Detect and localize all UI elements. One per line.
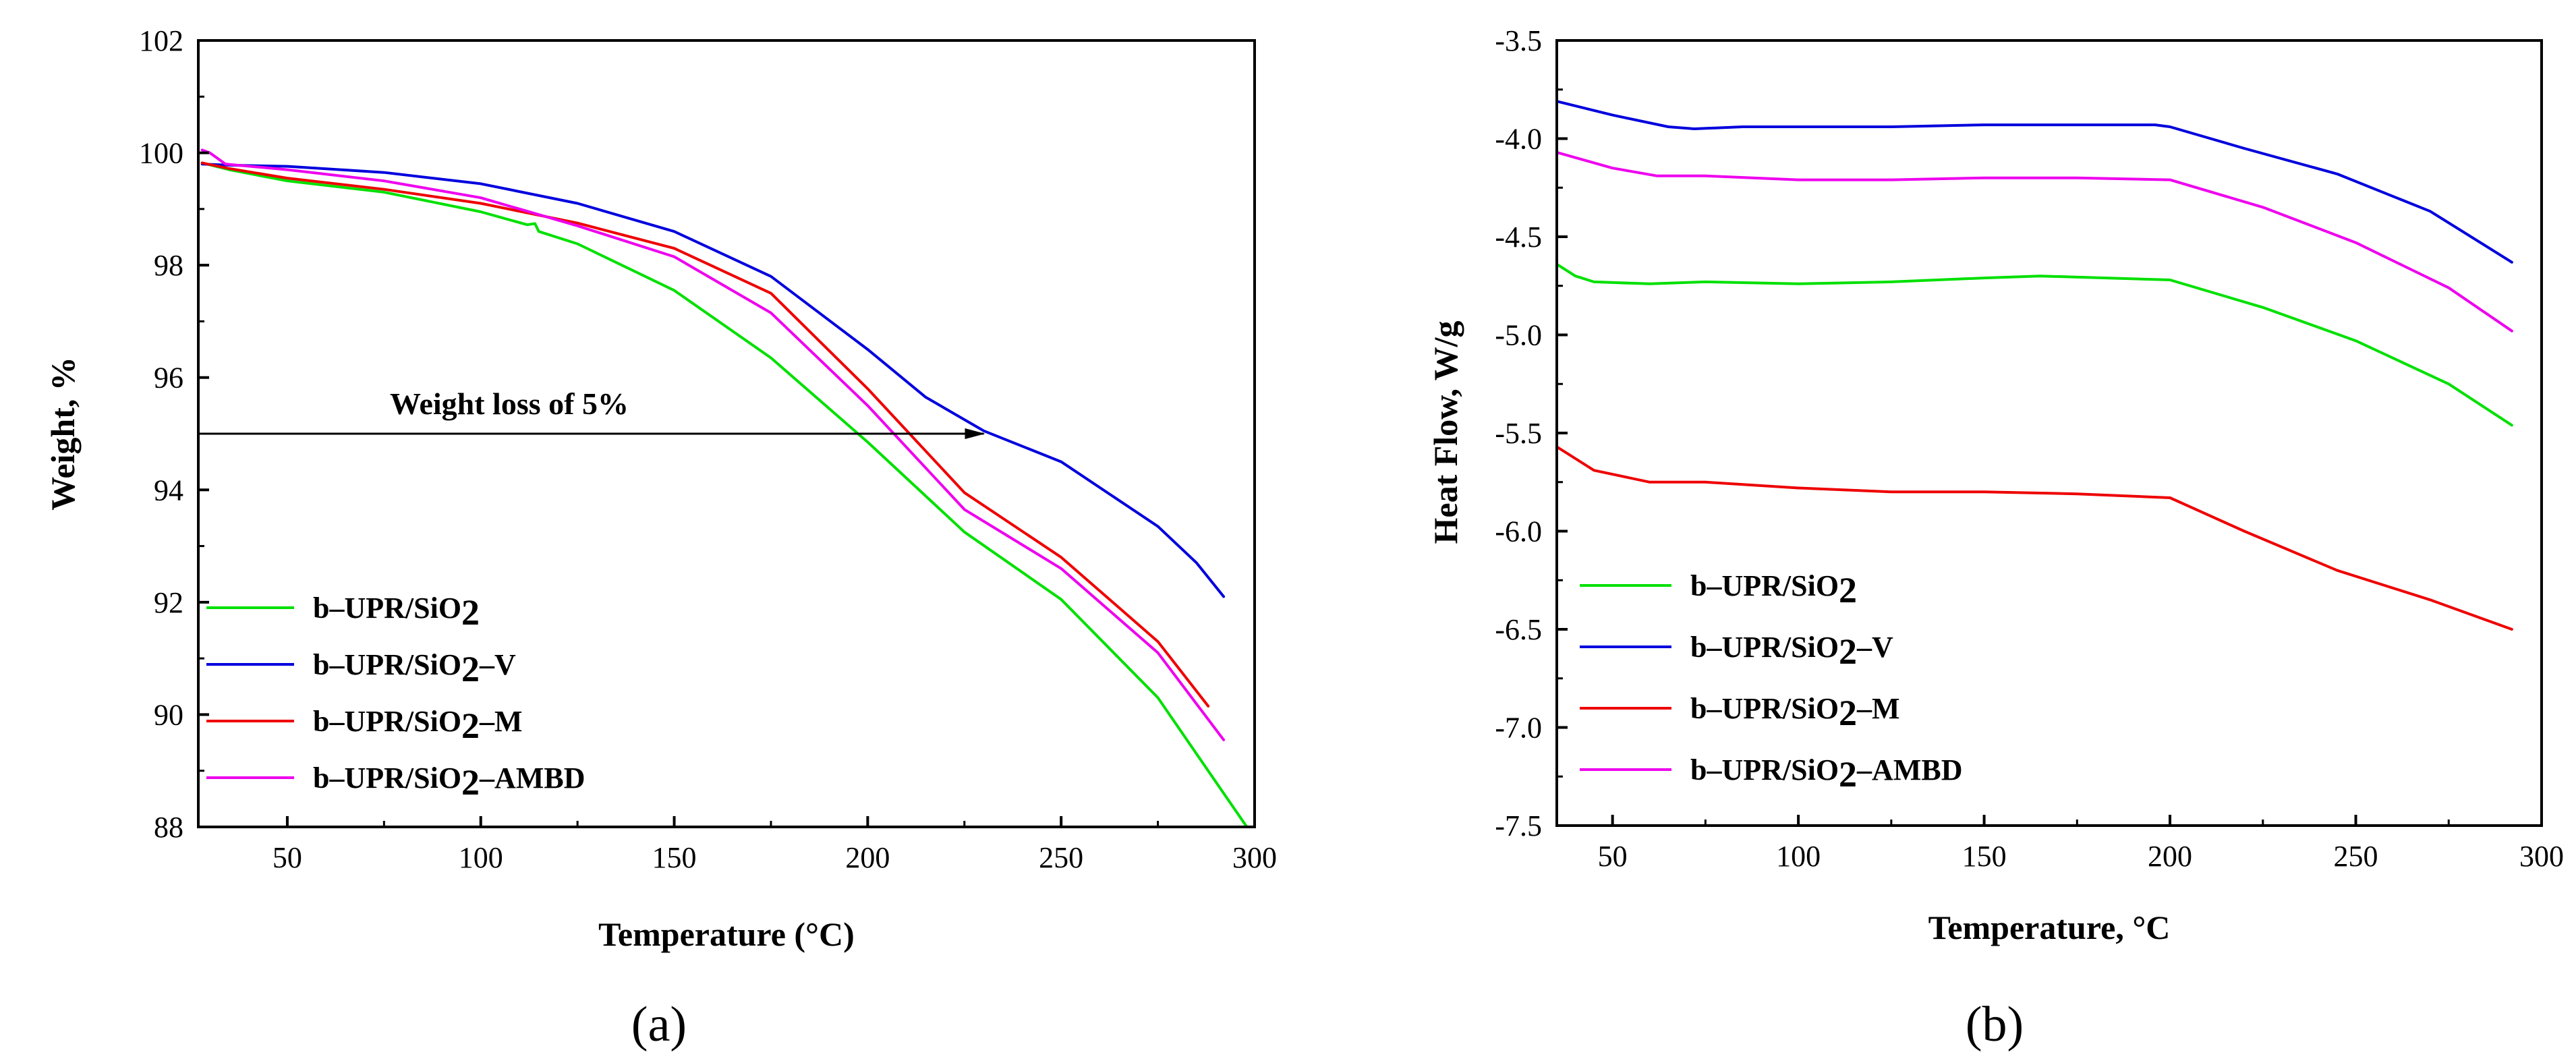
- legend-a: b–UPR/SiO2 b–UPR/SiO2–V b–UPR/SiO2–M b–UPR/…: [206, 592, 585, 803]
- panel-label-a: (a): [631, 997, 687, 1052]
- legend-label-a-3: b–UPR/SiO2–AMBD: [313, 762, 585, 803]
- series-line-a-0: [200, 161, 1249, 827]
- legend-label-b-2: b–UPR/SiO2–M: [1690, 692, 1900, 733]
- y-tick-label-b-2: -4.5: [1495, 221, 1542, 254]
- y-tick-label-a-3: 94: [154, 473, 183, 507]
- x-axis-title-b: Temperature, °C: [1928, 909, 2171, 946]
- weight-loss-annotation: Weight loss of 5%: [390, 386, 629, 421]
- x-tick-label-a-5: 300: [1232, 841, 1277, 874]
- y-tick-label-a-0: 88: [154, 811, 183, 844]
- x-tick-label-b-5: 300: [2519, 840, 2564, 873]
- y-tick-label-a-7: 102: [139, 24, 183, 57]
- y-axis-title-b: Heat Flow, W/g: [1427, 320, 1464, 544]
- legend-label-b-1: b–UPR/SiO2–V: [1690, 631, 1893, 672]
- legend-b: b–UPR/SiO2 b–UPR/SiO2–V b–UPR/SiO2–M b–UPR/…: [1580, 569, 1962, 795]
- series-line-a-1: [200, 163, 1226, 598]
- legend-label-b-0: b–UPR/SiO2: [1690, 569, 1857, 610]
- x-tick-label-a-3: 200: [845, 841, 890, 874]
- y-tick-label-a-2: 92: [154, 586, 183, 619]
- y-tick-label-b-4: -5.5: [1495, 417, 1542, 450]
- legend-label-a-1: b–UPR/SiO2–V: [313, 648, 516, 689]
- series-line-a-2: [200, 161, 1210, 708]
- y-axis-title-a: Weight, %: [44, 357, 82, 511]
- legend-label-a-0: b–UPR/SiO2: [313, 592, 480, 633]
- y-tick-label-a-1: 90: [154, 698, 183, 731]
- y-tick-label-b-6: -6.5: [1495, 613, 1542, 646]
- x-tick-label-b-2: 150: [1962, 840, 2007, 873]
- x-axis-title-a: Temperature (°C): [598, 915, 855, 953]
- x-tick-label-a-2: 150: [652, 841, 697, 874]
- series-line-b-2: [1557, 445, 2513, 631]
- y-tick-label-b-5: -6.0: [1495, 515, 1542, 548]
- series-line-a-3: [200, 148, 1226, 741]
- ticks-b: 50 100 150 200 250 300 -3.5 -4.0 -4.5 -5.0 -5.5 -6.…: [1495, 24, 2564, 873]
- legend-label-b-3: b–UPR/SiO2–AMBD: [1690, 753, 1962, 795]
- x-tick-label-a-1: 100: [459, 841, 503, 874]
- x-tick-label-a-0: 50: [273, 841, 302, 874]
- x-tick-label-a-4: 250: [1039, 841, 1083, 874]
- legend-label-a-2: b–UPR/SiO2–M: [313, 705, 523, 746]
- y-tick-label-b-0: -3.5: [1495, 24, 1542, 57]
- series-layer-a: [200, 148, 1249, 827]
- series-layer-b: [1557, 100, 2513, 631]
- panel-label-b: (b): [1966, 997, 2024, 1052]
- chart-panel-a: Weight loss of 5% 50 100 150 200 250 300 88 90 9…: [44, 24, 1277, 1052]
- x-tick-label-b-4: 250: [2334, 840, 2378, 873]
- x-tick-label-b-1: 100: [1776, 840, 1821, 873]
- y-tick-label-b-7: -7.0: [1495, 712, 1542, 745]
- x-tick-label-b-0: 50: [1598, 840, 1628, 873]
- y-tick-label-a-6: 100: [139, 137, 183, 170]
- ticks-a: 50 100 150 200 250 300 88 90 92 94 96 98 100 102: [139, 24, 1277, 874]
- series-line-b-0: [1557, 262, 2513, 427]
- y-tick-label-b-1: -4.0: [1495, 123, 1542, 156]
- series-line-b-1: [1557, 100, 2513, 264]
- chart-panel-b: 50 100 150 200 250 300 -3.5 -4.0 -4.5 -5.0 -5.5 -6.…: [1427, 24, 2564, 1052]
- series-line-b-3: [1557, 150, 2513, 333]
- y-tick-label-a-4: 96: [154, 362, 183, 395]
- y-tick-label-a-5: 98: [154, 249, 183, 282]
- y-tick-label-b-3: -5.0: [1495, 319, 1542, 352]
- x-tick-label-b-3: 200: [2148, 840, 2192, 873]
- y-tick-label-b-8: -7.5: [1495, 809, 1542, 842]
